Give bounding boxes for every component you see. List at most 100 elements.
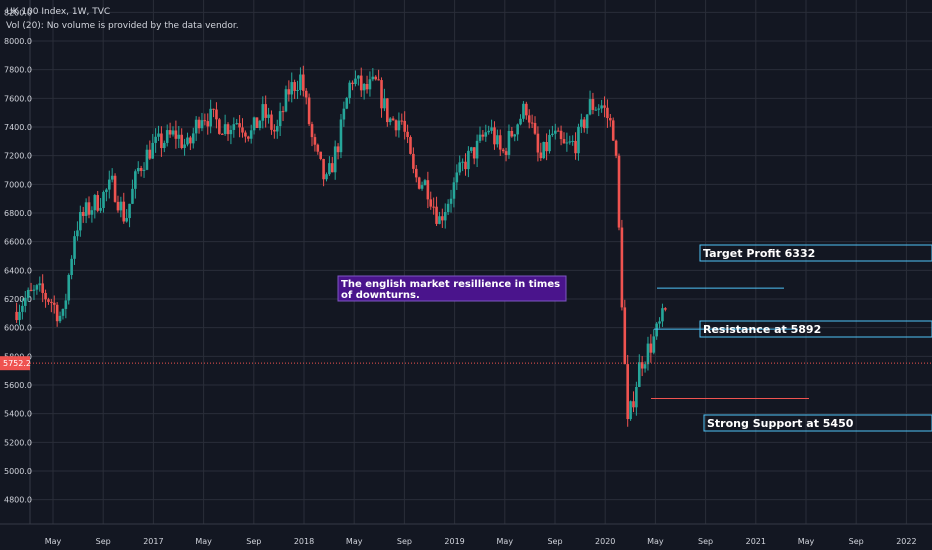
candle-body [539, 152, 543, 159]
chart-legend: UK 100 Index, 1W, TVC Vol (20): No volum… [6, 5, 239, 33]
candle-body [226, 124, 230, 135]
candle-body [449, 198, 453, 204]
x-tick-label: 2022 [896, 537, 916, 546]
candle-body [290, 82, 294, 95]
candle-body [568, 141, 572, 143]
candle-body [58, 315, 62, 322]
candle-body [632, 401, 635, 408]
candle-body [516, 124, 519, 135]
candle-body [626, 364, 629, 420]
candle-body [255, 117, 259, 129]
candle-body [661, 308, 664, 322]
candle-body [487, 130, 490, 133]
candle-body [35, 285, 39, 290]
candle-body [148, 149, 152, 159]
x-tick-label: Sep [397, 537, 412, 546]
candle-body [102, 191, 105, 209]
candle-body [81, 211, 85, 216]
candle-body [84, 202, 88, 216]
candle-body [588, 99, 592, 115]
annotation-text-line2: of downturns. [341, 290, 420, 301]
candle-body [333, 146, 337, 173]
candle-body [629, 401, 632, 420]
candle-body [658, 321, 661, 324]
candle-body [183, 144, 186, 149]
x-tick-label: May [346, 537, 363, 546]
candle-body [553, 130, 557, 134]
candle-body [281, 111, 285, 113]
x-tick-label: 2017 [143, 537, 163, 546]
candle-body [522, 103, 525, 119]
candle-body [536, 133, 540, 153]
candle-body [481, 134, 485, 137]
candle-body [293, 82, 296, 91]
candle-body [21, 305, 24, 312]
candle-body [472, 147, 476, 159]
candle-body [116, 201, 120, 211]
candle-body [61, 308, 65, 316]
candle-body [646, 343, 650, 365]
candle-body [652, 336, 656, 353]
candle-body [209, 108, 212, 127]
candle-body [145, 149, 149, 170]
candle-body [52, 302, 56, 305]
candle-body [498, 135, 502, 150]
candle-body [44, 292, 47, 300]
candle-body [548, 134, 551, 152]
candle-body [330, 163, 334, 173]
candle-body [603, 105, 606, 108]
y-tick-label: 5400.0 [4, 410, 32, 419]
candle-body [507, 130, 511, 155]
candle-body [591, 99, 595, 110]
candle-body [270, 114, 273, 130]
candle-body [174, 130, 178, 139]
candle-body [220, 133, 224, 135]
candle-body [594, 109, 598, 111]
candle-body [96, 195, 99, 211]
candle-body [388, 118, 392, 123]
candle-body [351, 82, 354, 84]
candle-body [154, 136, 157, 143]
x-tick-label: May [497, 537, 514, 546]
candle-body [278, 111, 282, 127]
resistance-label: Resistance at 5892 [703, 323, 821, 336]
candle-body [501, 149, 505, 152]
candle-body [50, 301, 53, 303]
strong-support-box [703, 414, 932, 432]
candle-body [542, 142, 546, 159]
candle-body [168, 130, 172, 135]
candle-body [107, 179, 111, 190]
x-tick-label: Sep [96, 537, 111, 546]
candle-body [38, 283, 42, 286]
candle-body [600, 105, 603, 109]
candle-body [611, 120, 615, 141]
y-tick-label: 7600.0 [4, 94, 32, 103]
candle-body [391, 118, 395, 121]
candle-body [200, 120, 204, 129]
candle-body [374, 76, 378, 80]
current-price-label: 5752.2 [3, 359, 31, 368]
candle-body [513, 134, 517, 137]
candle-body [322, 158, 325, 180]
candle-body [417, 177, 421, 189]
candle-body [18, 311, 21, 321]
candle-body [232, 124, 236, 130]
candle-body [635, 386, 638, 408]
candle-body [119, 201, 123, 211]
x-tick-label: Sep [547, 537, 562, 546]
target-profit-label: Target Profit 6332 [703, 247, 815, 260]
candle-body [235, 123, 239, 125]
candle-body [571, 140, 574, 142]
candle-body [264, 104, 267, 118]
candle-body [438, 216, 441, 224]
y-tick-label: 7200.0 [4, 152, 32, 161]
symbol-title: UK 100 Index, 1W, TVC [6, 7, 111, 17]
candle-body [655, 323, 658, 337]
candle-body [412, 153, 415, 169]
x-tick-label: May [45, 537, 62, 546]
candle-body [238, 123, 241, 128]
candle-body [380, 80, 383, 109]
candle-body [429, 199, 433, 207]
candle-body [362, 84, 366, 91]
candle-body [73, 236, 76, 259]
